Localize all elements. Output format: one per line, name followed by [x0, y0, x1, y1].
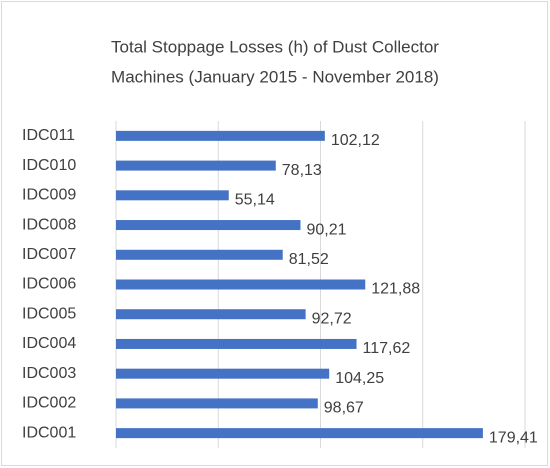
bar [116, 338, 357, 349]
bar [116, 249, 283, 260]
y-tick-label: IDC007 [22, 246, 76, 263]
y-tick-label: IDC004 [22, 335, 76, 352]
bar [116, 220, 301, 231]
y-tick-label: IDC005 [22, 305, 76, 322]
y-tick-label: IDC010 [22, 157, 76, 174]
data-label: 78,13 [282, 162, 322, 179]
data-label: 90,21 [306, 221, 346, 238]
bar [116, 398, 318, 409]
y-tick-label: IDC003 [22, 365, 76, 382]
chart-title: Machines (January 2015 - November 2018) [111, 67, 439, 86]
data-label: 92,72 [312, 310, 352, 327]
bar [116, 428, 483, 439]
y-tick-label: IDC009 [22, 187, 76, 204]
chart-title: Total Stoppage Losses (h) of Dust Collec… [111, 37, 439, 56]
data-label: 102,12 [331, 132, 380, 149]
bar [116, 160, 276, 171]
data-label: 55,14 [235, 192, 275, 209]
data-label: 117,62 [363, 340, 411, 357]
y-tick-label: IDC008 [22, 216, 76, 233]
bar [116, 309, 306, 320]
y-tick-label: IDC011 [22, 127, 75, 144]
bar [116, 368, 330, 379]
y-tick-label: IDC006 [22, 276, 76, 293]
bar [116, 279, 366, 290]
y-tick-label: IDC002 [22, 395, 76, 412]
data-label: 121,88 [371, 281, 420, 298]
bar [116, 130, 325, 141]
data-label: 81,52 [289, 251, 329, 268]
y-tick-label: IDC001 [22, 424, 76, 441]
data-label: 98,67 [324, 400, 364, 417]
data-label: 104,25 [335, 370, 384, 387]
data-label: 179,41 [489, 429, 538, 446]
bar [116, 190, 229, 201]
